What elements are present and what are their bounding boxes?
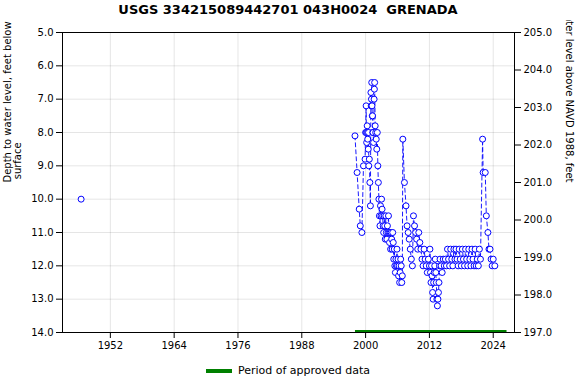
svg-text:200.0: 200.0	[524, 214, 553, 225]
svg-text:198.0: 198.0	[524, 289, 553, 300]
svg-text:1952: 1952	[98, 340, 123, 351]
svg-text:199.0: 199.0	[524, 252, 553, 263]
svg-text:13.0: 13.0	[31, 293, 53, 304]
svg-text:Depth to water level, feet bel: Depth to water level, feet below land su…	[2, 20, 23, 183]
svg-text:Groundwater level above NAVD 1: Groundwater level above NAVD 1988, feet	[564, 20, 575, 183]
svg-text:2012: 2012	[417, 340, 442, 351]
svg-text:11.0: 11.0	[31, 227, 53, 238]
svg-text:9.0: 9.0	[38, 160, 54, 171]
svg-text:1988: 1988	[289, 340, 314, 351]
svg-text:12.0: 12.0	[31, 260, 53, 271]
svg-text:14.0: 14.0	[31, 327, 53, 338]
svg-text:10.0: 10.0	[31, 193, 53, 204]
html-text:USGS 334215089442701 043H0024: USGS 334215089442701 043H0024 GRENADA	[118, 2, 458, 17]
svg-text:1976: 1976	[225, 340, 250, 351]
svg-text:205.0: 205.0	[524, 27, 553, 38]
svg-text:8.0: 8.0	[38, 127, 54, 138]
svg-text:202.0: 202.0	[524, 139, 553, 150]
svg-text:7.0: 7.0	[38, 93, 54, 104]
svg-text:197.0: 197.0	[524, 327, 553, 338]
svg-text:6.0: 6.0	[38, 60, 54, 71]
svg-text:203.0: 203.0	[524, 102, 553, 113]
svg-text:2000: 2000	[353, 340, 378, 351]
html-text:Period of approved data: Period of approved data	[237, 364, 371, 377]
svg-text:1964: 1964	[161, 340, 186, 351]
svg-text:5.0: 5.0	[38, 27, 54, 38]
svg-text:2024: 2024	[481, 340, 506, 351]
svg-text:201.0: 201.0	[524, 177, 553, 188]
svg-text:204.0: 204.0	[524, 64, 553, 75]
